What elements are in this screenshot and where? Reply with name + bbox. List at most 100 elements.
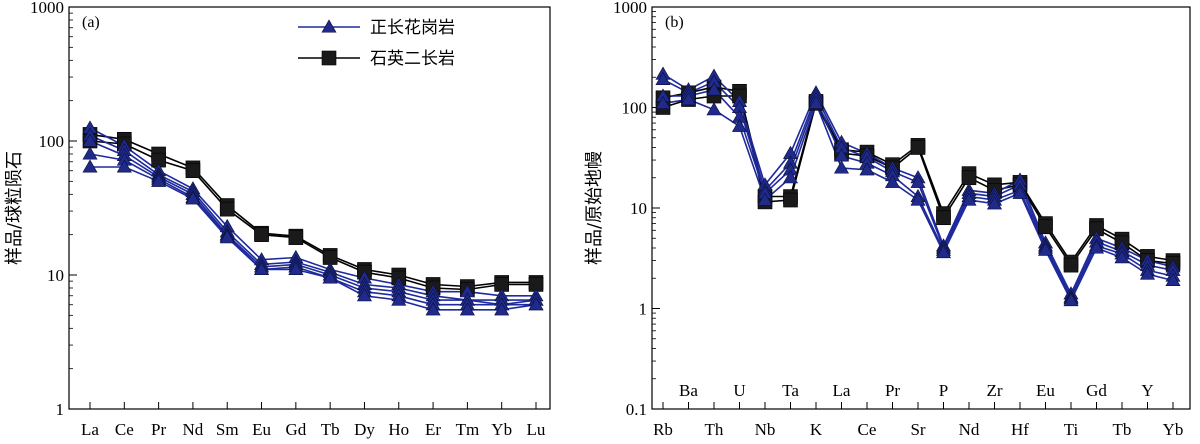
- data-point: [731, 118, 748, 132]
- data-point: [1037, 242, 1054, 256]
- data-point: [783, 192, 798, 208]
- data-point: [936, 210, 951, 226]
- data-point: [680, 91, 697, 106]
- data-point: [986, 196, 1003, 210]
- x-tick-label-y: Y: [1141, 381, 1153, 400]
- x-tick-label-zr: Zr: [986, 381, 1002, 400]
- data-point: [151, 173, 167, 187]
- x-tick-label-er: Er: [425, 420, 441, 439]
- panel-b-label: (b): [665, 14, 684, 31]
- panel-a-label: (a): [82, 14, 100, 31]
- data-point: [356, 288, 372, 302]
- panel-b: 0.1 1 10 100 1000 Rb Ba Th U Nb Ta K La Ce Pr Sr P Nd Zr H…: [584, 0, 1191, 439]
- data-point: [1063, 257, 1079, 273]
- data-point: [1139, 266, 1156, 280]
- square-marker-icon: [321, 50, 337, 66]
- x-tick-label-ti: Ti: [1064, 420, 1079, 439]
- data-point: [82, 159, 98, 173]
- data-point: [884, 174, 901, 188]
- x-tick-label-k: K: [810, 420, 823, 439]
- data-point: [961, 192, 977, 206]
- x-tick-label-tb: Tb: [1113, 420, 1132, 439]
- x-tick-label-eu: Eu: [252, 420, 271, 439]
- y-tick-label: 10: [47, 266, 64, 285]
- x-tick-label-ba: Ba: [679, 381, 698, 400]
- data-point: [219, 230, 235, 244]
- data-point: [1012, 185, 1028, 199]
- x-tick-label-nd: Nd: [183, 420, 204, 439]
- x-tick-label-hf: Hf: [1011, 420, 1029, 439]
- x-tick-label-rb: Rb: [653, 420, 673, 439]
- data-point: [391, 292, 407, 306]
- data-point: [494, 302, 510, 316]
- x-tick-label-tm: Tm: [456, 420, 480, 439]
- data-point: [1088, 240, 1105, 254]
- y-tick-label: 1000: [613, 0, 647, 17]
- panel-b-ticks: 0.1 1 10 100 1000: [613, 0, 1174, 419]
- data-point: [1063, 292, 1079, 307]
- y-tick-label: 10: [630, 199, 647, 218]
- data-point: [757, 192, 773, 206]
- y-tick-label: 1: [639, 300, 648, 319]
- data-point: [935, 244, 952, 259]
- data-point: [82, 133, 98, 147]
- data-point: [859, 162, 875, 176]
- x-tick-label-yb: Yb: [1163, 420, 1184, 439]
- x-tick-label-gd: Gd: [1086, 381, 1107, 400]
- panel-a-markers: [82, 120, 544, 316]
- panel-a-labels: La Ce Pr Nd Sm Eu Gd Tb Dy Ho Er Tm Yb Lu: [81, 420, 546, 439]
- x-tick-label-la: La: [81, 420, 99, 439]
- data-point: [706, 82, 722, 96]
- data-point: [459, 302, 475, 316]
- panel-a-frame: [68, 6, 551, 410]
- x-tick-label-sr: Sr: [910, 420, 925, 439]
- data-point: [961, 170, 977, 186]
- x-tick-label-lu: Lu: [527, 420, 546, 439]
- legend-label: 正长花岗岩: [370, 18, 455, 38]
- x-tick-label-dy: Dy: [354, 420, 375, 439]
- x-tick-label-la: La: [833, 381, 851, 400]
- x-tick-label-th: Th: [705, 420, 724, 439]
- x-tick-label-sm: Sm: [216, 420, 239, 439]
- panel-b-labels: Rb Ba Th U Nb Ta K La Ce Pr Sr P Nd Zr Hf Eu Ti Gd Tb Y Yb: [653, 381, 1183, 439]
- legend-label: 石英二长岩: [370, 49, 455, 69]
- data-point: [254, 261, 270, 276]
- y-tick-label: 0.1: [626, 400, 647, 419]
- data-point: [910, 174, 926, 188]
- data-point: [254, 227, 269, 242]
- data-point: [655, 71, 671, 86]
- triangle-marker-icon: [321, 19, 337, 33]
- data-point: [288, 261, 304, 276]
- x-tick-label-nd: Nd: [959, 420, 980, 439]
- data-point: [655, 95, 671, 109]
- data-point: [322, 270, 338, 284]
- x-tick-label-yb: Yb: [491, 420, 512, 439]
- x-tick-label-ce: Ce: [858, 420, 877, 439]
- x-tick-label-gd: Gd: [285, 420, 306, 439]
- data-point: [782, 170, 799, 184]
- data-point: [1038, 219, 1053, 235]
- x-tick-label-u: U: [733, 381, 745, 400]
- data-point: [185, 163, 201, 179]
- y-tick-label: 1: [56, 400, 65, 419]
- data-point: [528, 297, 544, 311]
- data-point: [185, 191, 201, 205]
- data-point: [833, 160, 850, 174]
- panel-b-ylabel: 样品/原始地幔: [584, 151, 605, 265]
- data-point: [82, 146, 98, 160]
- x-tick-label-nb: Nb: [755, 420, 776, 439]
- y-tick-label: 100: [622, 99, 648, 118]
- data-point: [808, 95, 824, 109]
- x-tick-label-p: P: [939, 381, 948, 400]
- data-point: [910, 140, 926, 155]
- data-point: [1114, 250, 1130, 264]
- x-tick-label-pr: Pr: [151, 420, 166, 439]
- data-point: [706, 102, 722, 116]
- x-tick-label-ho: Ho: [388, 420, 409, 439]
- x-tick-label-ce: Ce: [115, 420, 134, 439]
- y-tick-label: 100: [39, 132, 65, 151]
- x-tick-label-pr: Pr: [885, 381, 900, 400]
- x-tick-label-ta: Ta: [782, 381, 799, 400]
